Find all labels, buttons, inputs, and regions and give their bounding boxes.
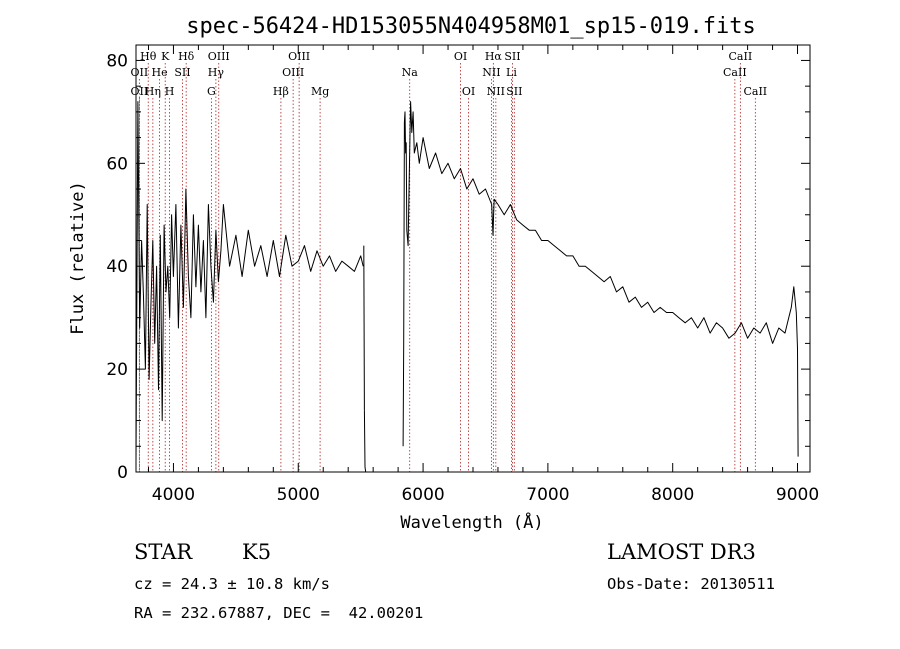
x-tick-label-6000: 6000 [401, 485, 444, 505]
line-label-27: CaII [743, 85, 767, 98]
spectrum-segment-4 [402, 101, 798, 447]
x-tick-label-9000: 9000 [776, 485, 819, 505]
observation-date: Obs-Date: 20130511 [607, 575, 775, 593]
spectrum-line-group [135, 101, 799, 473]
object-class: STAR [134, 540, 193, 564]
line-label-16: Na [402, 66, 419, 79]
x-axis-label: Wavelength (Å) [400, 511, 543, 533]
line-label-24: SII [506, 85, 522, 98]
line-label-19: Hα [485, 50, 503, 63]
survey-name: LAMOST DR3 [607, 540, 756, 564]
line-label-10: Hγ [208, 66, 225, 79]
x-tick-label-5000: 5000 [277, 485, 320, 505]
line-label-2: OII [131, 85, 149, 98]
line-label-6: H [165, 85, 175, 98]
spectrum-segment-1 [135, 101, 364, 462]
x-tick-label-8000: 8000 [651, 485, 694, 505]
line-label-13: OIII [288, 50, 310, 63]
line-label-9: OIII [208, 50, 230, 63]
line-label-20: NII [482, 66, 500, 79]
line-label-21: NII [487, 85, 505, 98]
line-label-22: SII [504, 50, 520, 63]
line-label-25: CaII [729, 50, 753, 63]
spectrum-segment-5 [797, 348, 799, 457]
y-axis-ticks: 0 20 40 60 80 [106, 51, 810, 483]
y-axis-label: Flux (relative) [68, 181, 88, 335]
line-label-15: Mg [311, 85, 329, 98]
x-tick-label-7000: 7000 [526, 485, 569, 505]
y-tick-label-60: 60 [106, 154, 128, 174]
line-label-1: OII [131, 66, 149, 79]
line-label-7: SII [174, 66, 190, 79]
chart-title: spec-56424-HD153055N404958M01_sp15-019.f… [186, 14, 756, 39]
line-label-5: K [161, 50, 170, 63]
redshift-velocity: cz = 24.3 ± 10.8 km/s [134, 575, 330, 593]
object-subclass: K5 [242, 540, 272, 564]
y-tick-label-20: 20 [106, 360, 128, 380]
line-label-26: CaII [723, 66, 747, 79]
line-label-4: Hη [145, 85, 161, 98]
line-label-3: He [152, 66, 168, 79]
y-tick-label-0: 0 [117, 463, 128, 483]
line-label-12: Hβ [273, 85, 289, 98]
x-axis-ticks: 4000 5000 6000 7000 8000 9000 [147, 45, 819, 505]
line-label-11: G [207, 85, 216, 98]
spectrum-segment-3 [363, 410, 367, 473]
ra-dec-coordinates: RA = 232.67887, DEC = 42.00201 [134, 604, 424, 622]
line-label-18: OI [462, 85, 475, 98]
x-tick-label-4000: 4000 [152, 485, 195, 505]
line-label-17: OI [454, 50, 467, 63]
y-tick-label-40: 40 [106, 257, 128, 277]
plot-frame [135, 44, 811, 473]
line-label-0: Hθ [140, 50, 157, 63]
y-tick-label-80: 80 [106, 51, 128, 71]
line-label-8: Hδ [178, 50, 195, 63]
spectrum-segment-2 [363, 245, 365, 411]
line-label-23: Li [506, 66, 517, 79]
line-label-14: OIII [282, 66, 304, 79]
